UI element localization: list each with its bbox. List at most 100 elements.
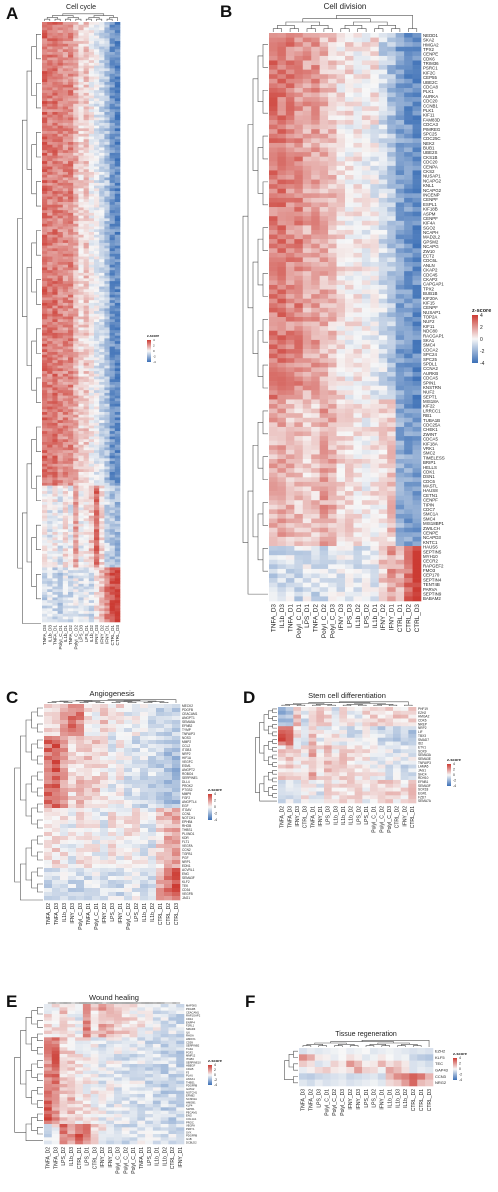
heatmap-cell bbox=[395, 248, 405, 254]
heatmap-cell bbox=[57, 232, 64, 236]
heatmap-cell bbox=[109, 144, 116, 148]
heatmap-cell bbox=[99, 122, 105, 126]
heatmap-cell bbox=[114, 125, 121, 129]
heatmap-cell bbox=[52, 472, 58, 476]
heatmap-cell bbox=[99, 352, 105, 356]
heatmap-cell bbox=[319, 188, 329, 194]
heatmap-cell bbox=[47, 283, 53, 287]
heatmap-cell bbox=[387, 220, 396, 226]
heatmap-cell bbox=[42, 412, 48, 416]
heatmap-cell bbox=[42, 90, 48, 94]
heatmap-cell bbox=[52, 300, 58, 304]
heatmap-cell bbox=[62, 488, 69, 492]
heatmap-cell bbox=[57, 114, 64, 118]
heatmap-cell bbox=[370, 367, 380, 373]
heatmap-cell bbox=[328, 280, 337, 286]
heatmap-cell bbox=[104, 177, 110, 181]
heatmap-cell bbox=[319, 124, 329, 130]
heatmap-cell bbox=[109, 346, 116, 350]
heatmap-cell bbox=[73, 322, 79, 326]
heatmap-cell bbox=[57, 575, 64, 579]
heatmap-cell bbox=[47, 594, 53, 598]
heatmap-cell bbox=[114, 338, 121, 342]
heatmap-cell bbox=[52, 302, 58, 306]
heatmap-cell bbox=[62, 262, 69, 266]
heatmap-cell bbox=[88, 117, 95, 121]
heatmap-cell bbox=[114, 185, 121, 189]
heatmap-cell bbox=[378, 257, 388, 263]
heatmap-cell bbox=[62, 161, 69, 165]
heatmap-cell bbox=[114, 581, 121, 585]
heatmap-cell bbox=[52, 439, 58, 443]
heatmap-cell bbox=[328, 202, 337, 208]
heatmap-cell bbox=[88, 562, 95, 566]
heatmap-cell bbox=[336, 307, 346, 313]
heatmap-cell bbox=[104, 534, 110, 538]
heatmap-cell bbox=[370, 294, 380, 299]
heatmap-cell bbox=[311, 120, 320, 125]
heatmap-cell bbox=[78, 472, 84, 476]
heatmap-cell bbox=[269, 184, 278, 190]
heatmap-cell bbox=[94, 281, 100, 285]
heatmap-cell bbox=[94, 504, 100, 508]
heatmap-cell bbox=[99, 368, 105, 372]
heatmap-cell bbox=[57, 594, 64, 598]
heatmap-cell bbox=[345, 46, 354, 52]
heatmap-cell bbox=[269, 216, 278, 222]
heatmap-cell bbox=[42, 43, 48, 47]
heatmap-cell bbox=[302, 413, 312, 419]
heatmap-cell bbox=[277, 175, 287, 180]
heatmap-cell bbox=[336, 51, 346, 57]
heatmap-cell bbox=[68, 466, 74, 470]
heatmap-cell bbox=[78, 485, 84, 489]
heatmap-cell bbox=[104, 526, 110, 530]
heatmap-cell bbox=[57, 199, 64, 203]
heatmap-cell bbox=[88, 540, 95, 544]
heatmap-cell bbox=[412, 175, 422, 180]
heatmap-cell bbox=[328, 413, 337, 419]
heatmap-cell bbox=[52, 180, 58, 184]
heatmap-cell bbox=[83, 425, 90, 429]
heatmap-cell bbox=[88, 491, 95, 495]
heatmap-cell bbox=[94, 433, 100, 437]
heatmap-cell bbox=[395, 371, 405, 377]
heatmap-cell bbox=[42, 477, 48, 481]
heatmap-cell bbox=[94, 264, 100, 268]
heatmap-cell bbox=[94, 109, 100, 113]
heatmap-cell bbox=[114, 112, 121, 116]
heatmap-cell bbox=[99, 406, 105, 410]
heatmap-cell bbox=[73, 136, 79, 140]
heatmap-cell bbox=[277, 317, 287, 322]
heatmap-cell bbox=[73, 302, 79, 306]
heatmap-cell bbox=[94, 491, 100, 495]
heatmap-cell bbox=[88, 572, 95, 576]
heatmap-cell bbox=[353, 124, 363, 130]
heatmap-cell bbox=[42, 267, 48, 271]
heatmap-cell bbox=[88, 308, 95, 312]
heatmap-cell bbox=[277, 156, 287, 162]
heatmap-cell bbox=[336, 69, 346, 75]
heatmap-cell bbox=[353, 358, 363, 364]
heatmap-cell bbox=[311, 252, 320, 258]
heatmap-cell bbox=[302, 303, 312, 309]
heatmap-cell bbox=[78, 182, 84, 186]
heatmap-cell bbox=[99, 313, 105, 317]
heatmap-cell bbox=[73, 191, 79, 195]
heatmap-cell bbox=[353, 37, 363, 43]
heatmap-cell bbox=[302, 115, 312, 121]
heatmap-cell bbox=[62, 392, 69, 396]
heatmap-cell bbox=[285, 307, 295, 313]
heatmap-cell bbox=[328, 404, 337, 409]
heatmap-cell bbox=[404, 33, 413, 38]
heatmap-cell bbox=[99, 548, 105, 552]
heatmap-cell bbox=[78, 264, 84, 268]
heatmap-cell bbox=[47, 98, 53, 102]
heatmap-cell bbox=[57, 442, 64, 446]
heatmap-cell bbox=[94, 455, 100, 459]
heatmap-cell bbox=[42, 420, 48, 424]
heatmap-cell bbox=[57, 180, 64, 184]
heatmap-cell bbox=[78, 507, 84, 511]
heatmap-cell bbox=[57, 458, 64, 462]
heatmap-cell bbox=[319, 271, 329, 277]
heatmap-cell bbox=[277, 239, 287, 245]
